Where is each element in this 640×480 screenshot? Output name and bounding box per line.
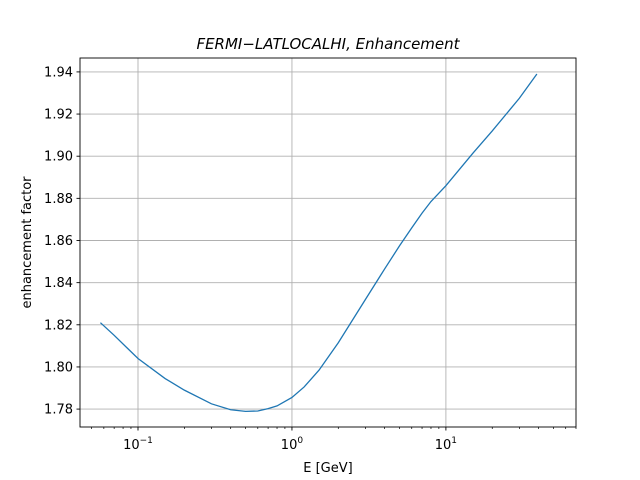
y-tick-label: 1.78 — [44, 403, 73, 418]
x-tick-label-base: 10 — [123, 438, 140, 453]
y-tick-label: 1.94 — [44, 65, 73, 80]
y-tick-label: 1.80 — [44, 360, 73, 375]
x-axis-label: E [GeV] — [303, 461, 352, 476]
x-tick-label-exponent: 0 — [297, 436, 303, 446]
x-tick-label-exponent: 1 — [451, 436, 457, 446]
y-tick-label: 1.82 — [44, 318, 73, 333]
x-tick-label-base: 10 — [435, 438, 452, 453]
y-tick-label: 1.92 — [44, 108, 73, 123]
x-tick-label-base: 10 — [281, 438, 298, 453]
x-tick-label-exponent: −1 — [140, 436, 153, 446]
y-tick-label: 1.90 — [44, 150, 73, 165]
chart-title: FERMI−LATLOCALHI, Enhancement — [196, 35, 460, 53]
y-tick-label: 1.84 — [44, 276, 73, 291]
y-axis-label: enhancement factor — [20, 176, 35, 309]
y-tick-label: 1.88 — [44, 192, 73, 207]
y-tick-label: 1.86 — [44, 234, 73, 249]
